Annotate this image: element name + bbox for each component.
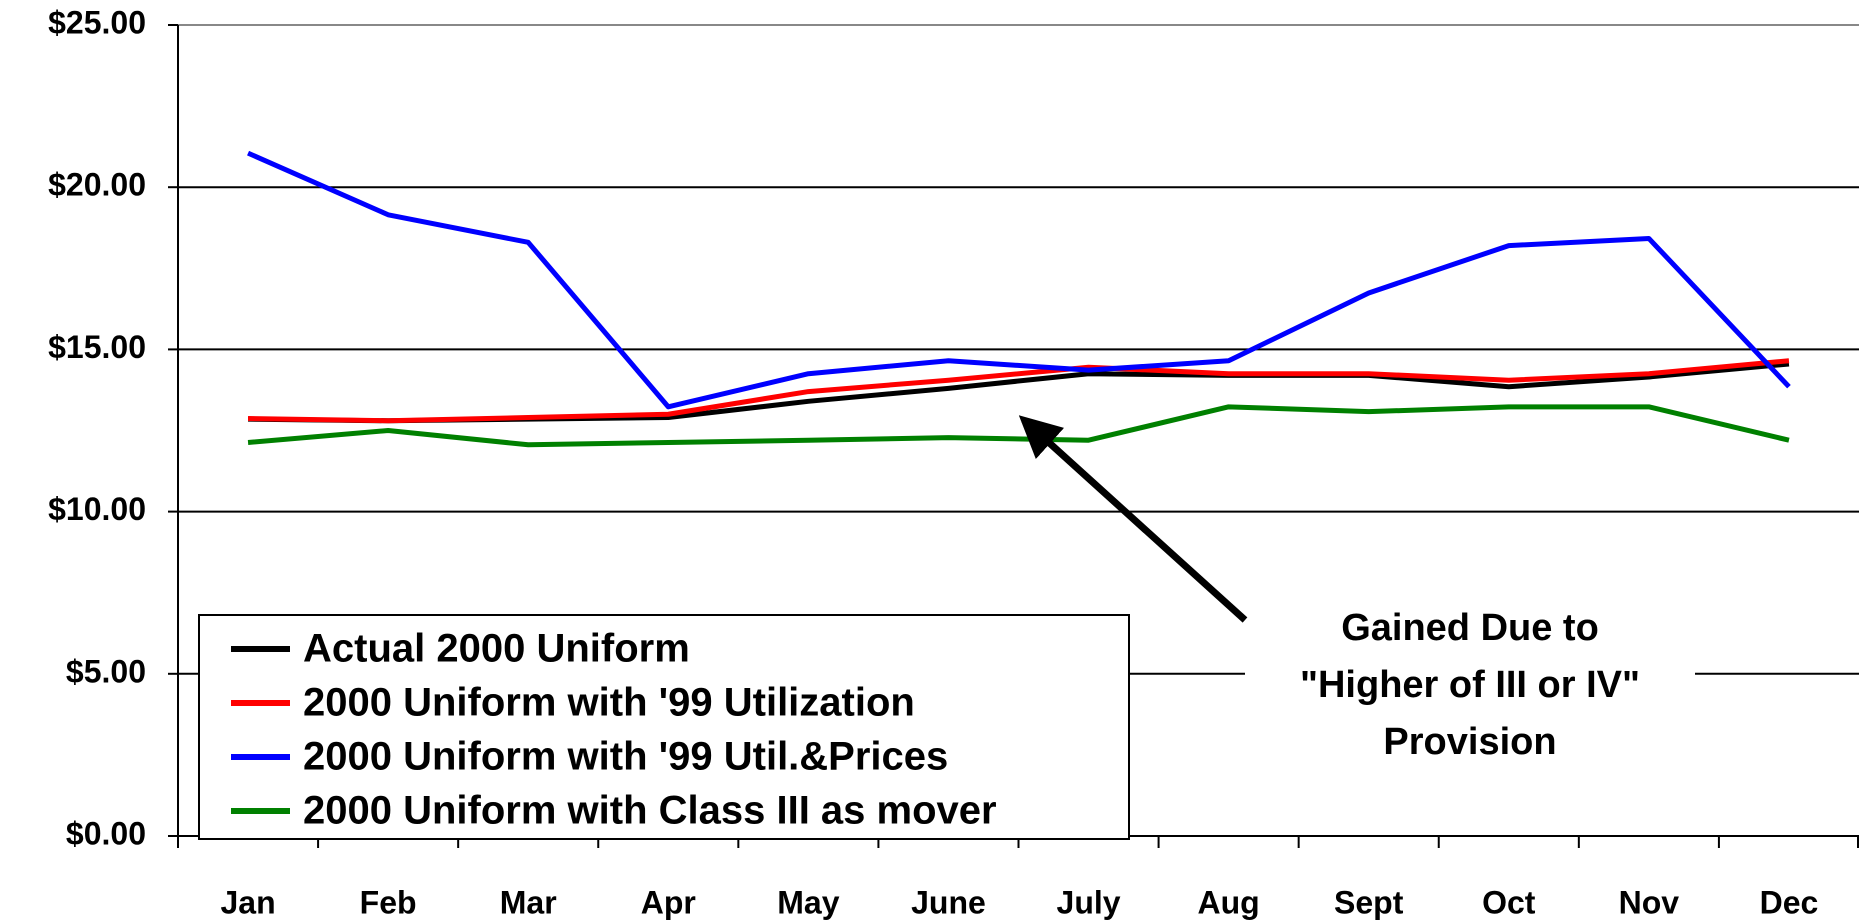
legend-box bbox=[198, 614, 1130, 840]
y-tick-label: $0.00 bbox=[66, 815, 146, 851]
x-tick-label: Jan bbox=[220, 884, 275, 920]
annotation-text: Gained Due to bbox=[1341, 607, 1599, 649]
x-tick-label: June bbox=[911, 884, 986, 920]
x-tick-label: Feb bbox=[360, 884, 417, 920]
y-tick-label: $15.00 bbox=[48, 329, 146, 365]
legend-label: Actual 2000 Uniform bbox=[303, 627, 690, 671]
x-tick-label: May bbox=[777, 884, 839, 920]
y-tick-label: $25.00 bbox=[48, 4, 146, 40]
annotation-bg bbox=[1245, 600, 1695, 770]
x-tick-label: Apr bbox=[641, 884, 696, 920]
series-line bbox=[248, 358, 1790, 424]
y-tick-label: $10.00 bbox=[48, 491, 146, 527]
x-tick-label: Mar bbox=[500, 884, 557, 920]
legend-label: 2000 Uniform with Class III as mover bbox=[303, 789, 997, 833]
x-tick-label: Oct bbox=[1482, 884, 1536, 920]
legend-label: 2000 Uniform with '99 Util.&Prices bbox=[303, 735, 948, 779]
x-tick-label: Aug bbox=[1198, 884, 1260, 920]
legend-label: 2000 Uniform with '99 Utilization bbox=[303, 681, 915, 725]
x-tick-label: Sept bbox=[1334, 884, 1404, 920]
x-tick-label: Nov bbox=[1619, 884, 1680, 920]
annotation-text: Provision bbox=[1383, 721, 1556, 763]
x-tick-label: July bbox=[1057, 884, 1121, 920]
series-line bbox=[247, 404, 1790, 448]
y-tick-label: $5.00 bbox=[66, 653, 146, 689]
series-line bbox=[247, 150, 1791, 410]
annotation-text: "Higher of III or IV" bbox=[1300, 664, 1640, 706]
y-tick-label: $20.00 bbox=[48, 167, 146, 203]
x-tick-label: Dec bbox=[1760, 884, 1819, 920]
annotation-arrow bbox=[1018, 415, 1248, 623]
